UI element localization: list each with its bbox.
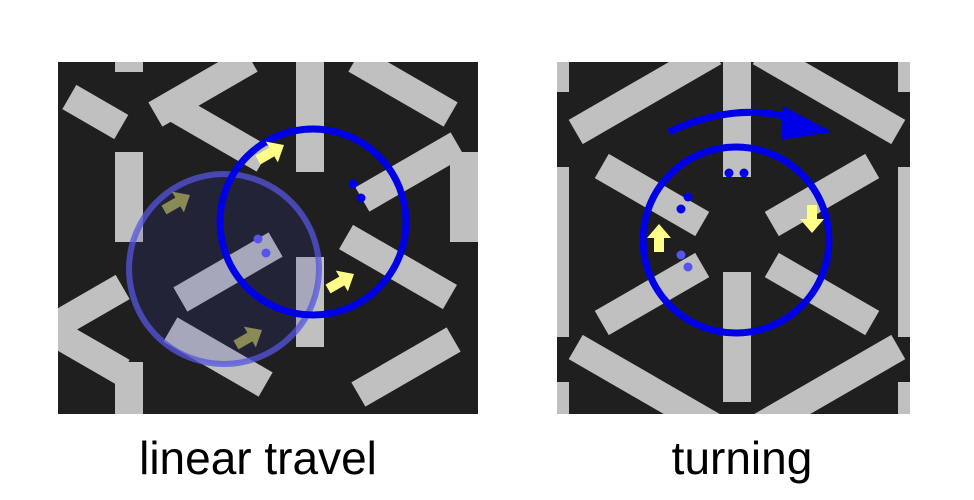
lattice-bar: [148, 62, 258, 127]
lattice-bar: [58, 319, 130, 385]
lattice-bar: [898, 167, 910, 337]
marker-dots-icon: [676, 192, 693, 214]
rotation-arrow-icon: [781, 106, 832, 140]
lattice-bar: [173, 232, 283, 312]
current-position-circle: [216, 125, 410, 319]
linear-travel-diagram: [58, 62, 478, 414]
lattice-bar: [557, 382, 569, 414]
lattice-bar: [115, 62, 143, 72]
lattice-bar: [161, 92, 271, 172]
lattice-bar: [898, 382, 910, 414]
lattice-bar: [594, 252, 710, 336]
lattice-bar: [568, 334, 722, 414]
lattice-bar: [723, 62, 751, 177]
lattice-bar: [764, 252, 880, 336]
motion-arrow-icon: [161, 191, 262, 350]
lattice-bar: [752, 334, 906, 414]
lattice-bar: [351, 327, 461, 407]
marker-dots-icon: [348, 179, 366, 203]
marker-dots-icon: [253, 234, 271, 258]
lattice-bar: [898, 62, 910, 92]
linear-travel-panel: [58, 62, 478, 414]
lattice-bar: [450, 152, 478, 242]
linear-travel-caption: linear travel: [139, 432, 377, 484]
lattice-bars: [557, 62, 910, 414]
lattice-bar: [348, 62, 458, 127]
lattice-bar: [752, 62, 906, 145]
previous-position-circle: [126, 171, 322, 367]
lattice-bar: [62, 84, 129, 140]
lattice-bar: [296, 62, 324, 172]
marker-dots-icon: [724, 168, 749, 178]
lattice-bar: [557, 167, 569, 337]
lattice-bar: [58, 274, 130, 340]
marker-dots-icon: [676, 250, 693, 272]
turning-diagram: [557, 62, 910, 414]
turning-panel: [557, 62, 910, 414]
motion-arrow-icon: [255, 141, 354, 294]
motion-arrow-icon: [647, 205, 824, 252]
turning-caption: turning: [671, 432, 813, 484]
lattice-bar: [764, 153, 880, 237]
lattice-bar: [568, 62, 722, 145]
lattice-bar: [557, 62, 569, 92]
lattice-bar: [723, 272, 751, 402]
lattice-bar: [355, 132, 465, 212]
lattice-bar: [163, 317, 273, 397]
turning-circle: [639, 143, 833, 337]
